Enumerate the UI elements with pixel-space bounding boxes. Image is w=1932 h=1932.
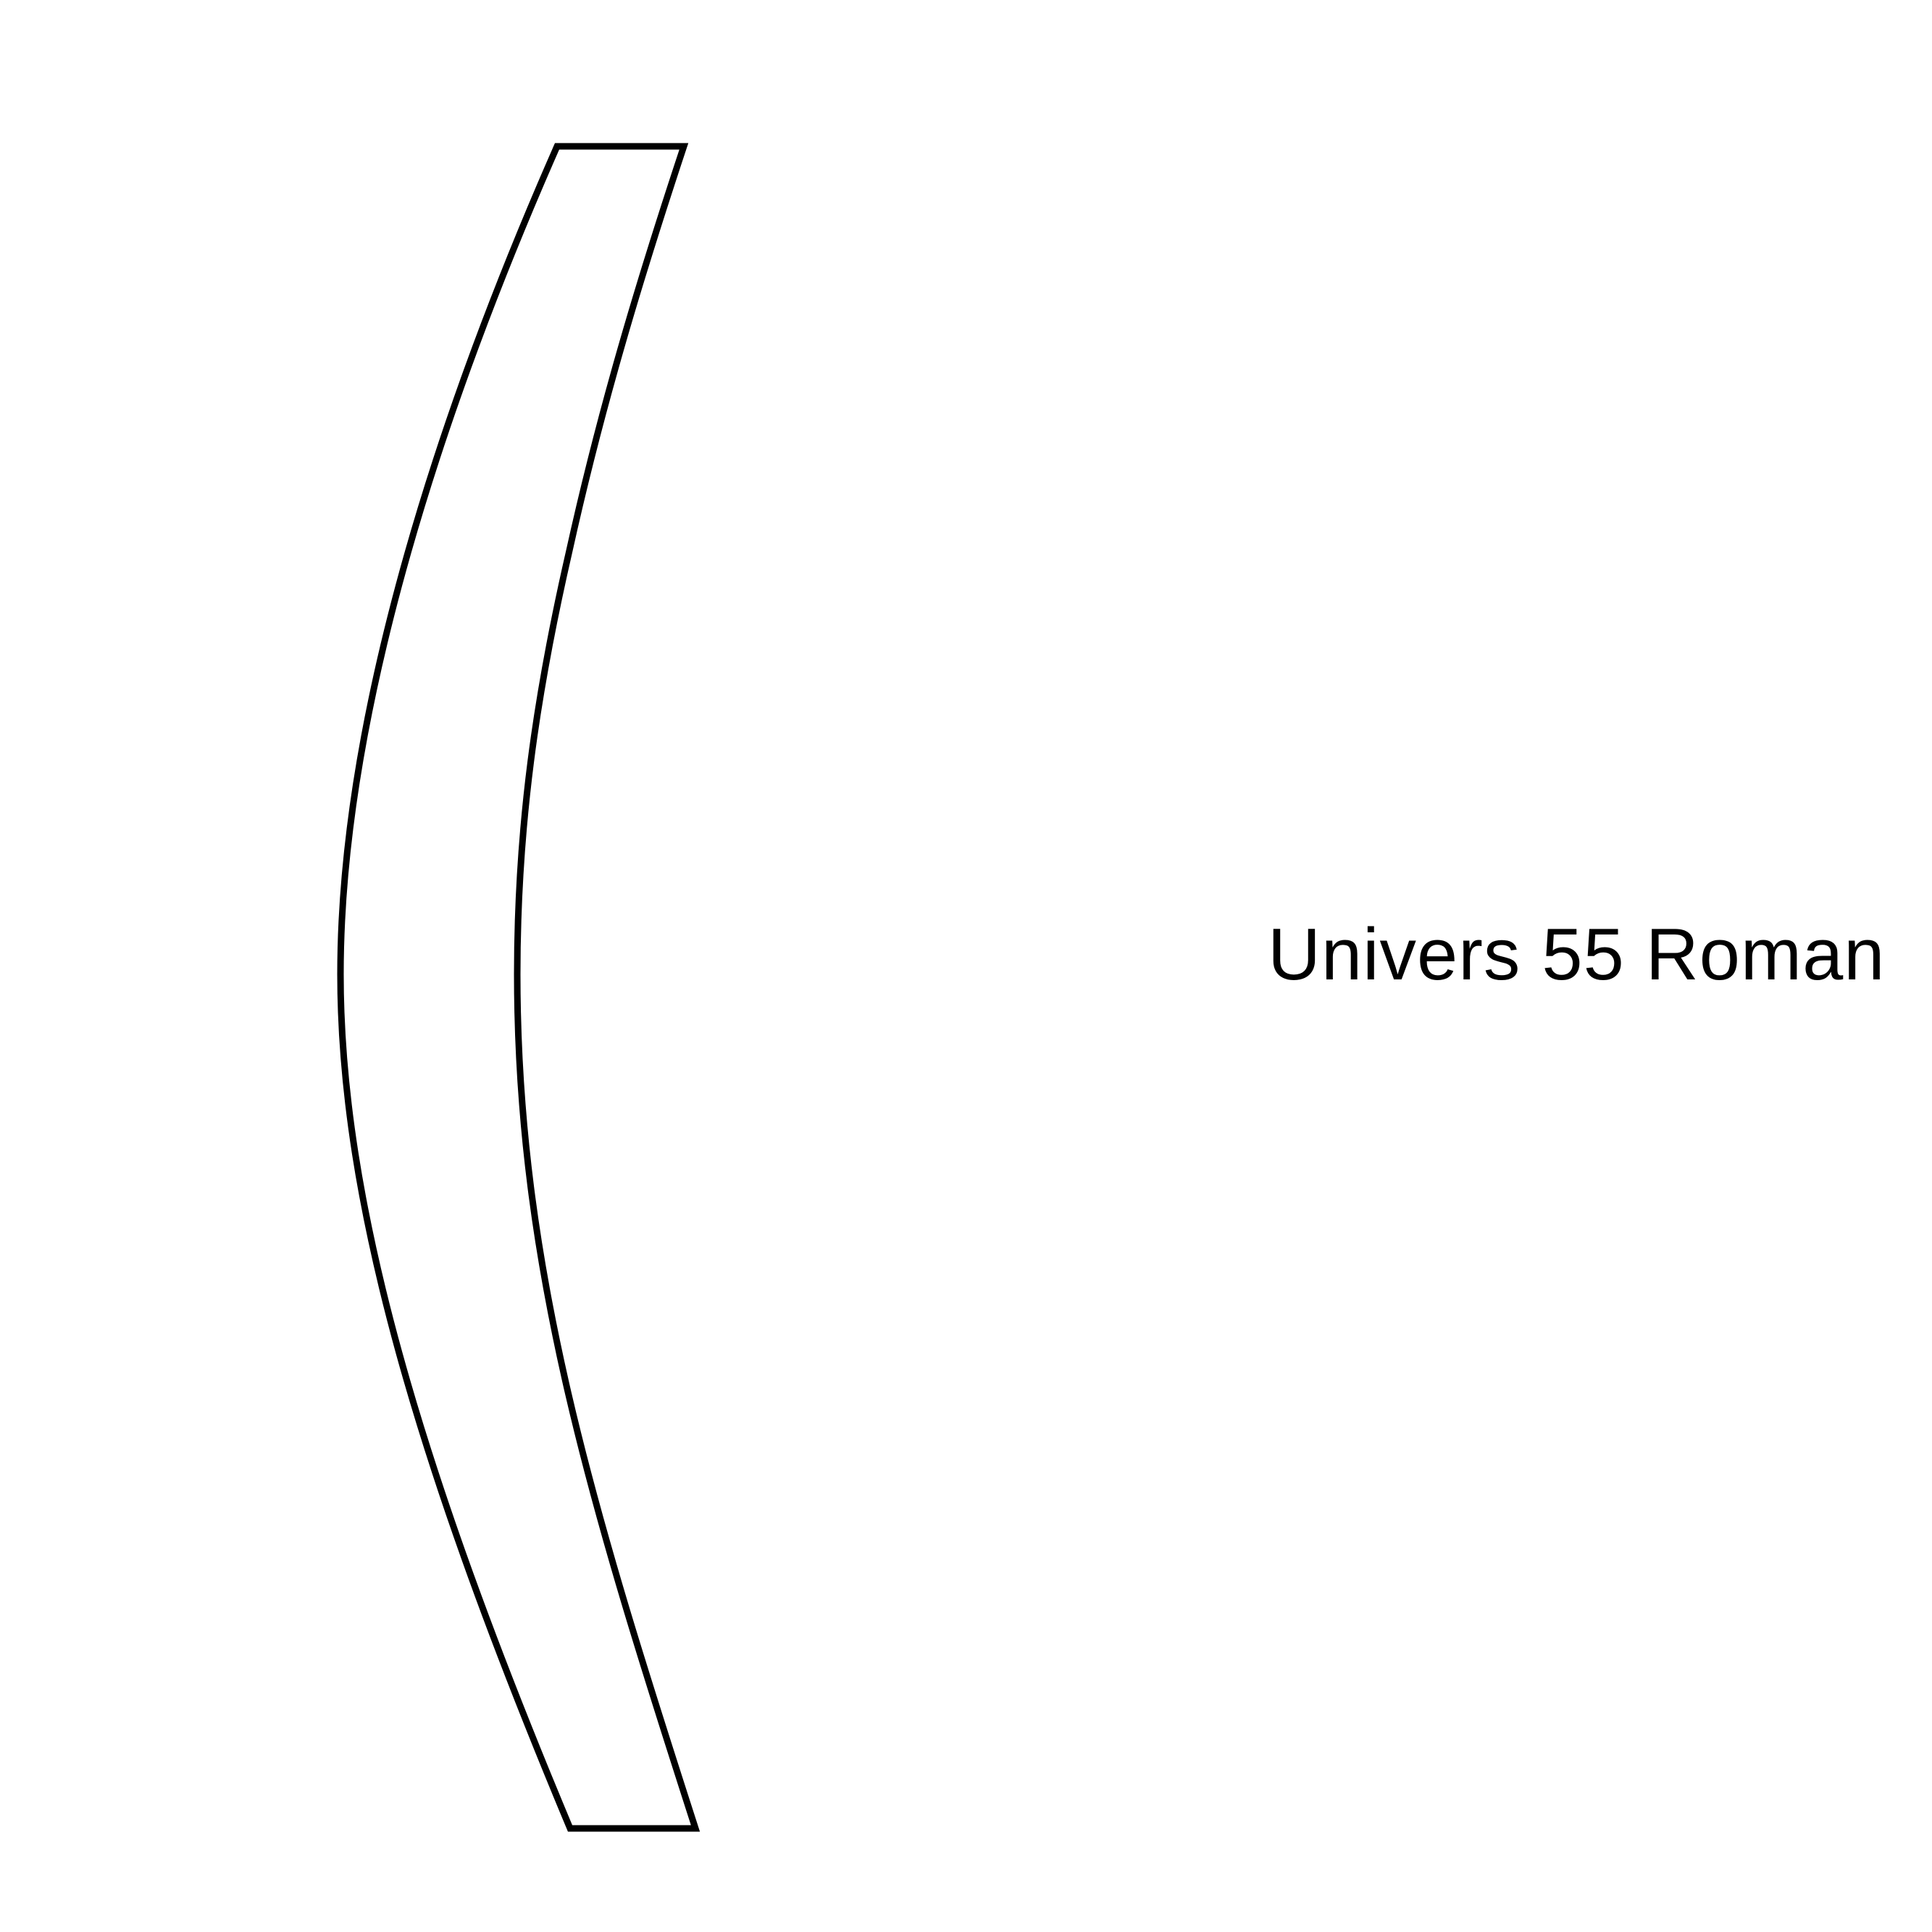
parenleft-glyph-outline — [337, 143, 701, 1832]
font-name-label: Univers 55 Roman — [1268, 914, 1886, 995]
